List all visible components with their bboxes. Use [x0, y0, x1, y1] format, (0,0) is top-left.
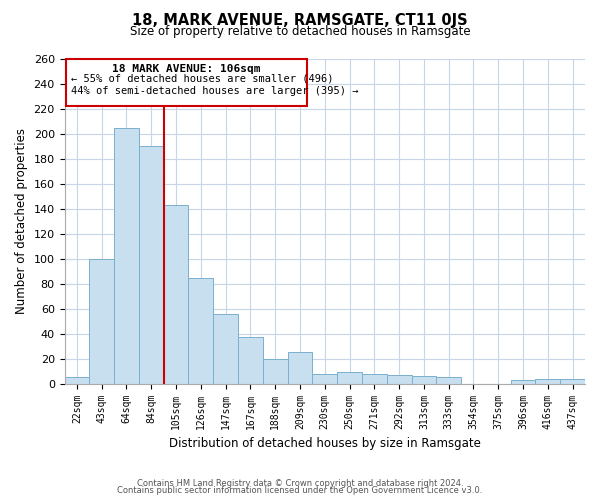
Bar — [362, 374, 387, 384]
Text: 18, MARK AVENUE, RAMSGATE, CT11 0JS: 18, MARK AVENUE, RAMSGATE, CT11 0JS — [132, 12, 468, 28]
Bar — [263, 358, 287, 384]
Bar — [164, 205, 188, 384]
Bar — [387, 375, 412, 384]
Bar — [213, 314, 238, 384]
Bar — [287, 352, 313, 384]
Bar — [65, 378, 89, 384]
Bar — [436, 378, 461, 384]
Text: 44% of semi-detached houses are larger (395) →: 44% of semi-detached houses are larger (… — [71, 86, 358, 97]
Text: Contains public sector information licensed under the Open Government Licence v3: Contains public sector information licen… — [118, 486, 482, 495]
Text: 18 MARK AVENUE: 106sqm: 18 MARK AVENUE: 106sqm — [112, 64, 261, 74]
Bar — [337, 372, 362, 384]
X-axis label: Distribution of detached houses by size in Ramsgate: Distribution of detached houses by size … — [169, 437, 481, 450]
Bar — [535, 378, 560, 384]
Bar — [66, 59, 307, 106]
Bar — [238, 338, 263, 384]
Text: Size of property relative to detached houses in Ramsgate: Size of property relative to detached ho… — [130, 25, 470, 38]
Y-axis label: Number of detached properties: Number of detached properties — [15, 128, 28, 314]
Bar — [560, 378, 585, 384]
Text: Contains HM Land Registry data © Crown copyright and database right 2024.: Contains HM Land Registry data © Crown c… — [137, 478, 463, 488]
Bar — [313, 374, 337, 384]
Bar — [89, 259, 114, 384]
Bar — [114, 128, 139, 384]
Text: ← 55% of detached houses are smaller (496): ← 55% of detached houses are smaller (49… — [71, 74, 333, 84]
Bar — [188, 278, 213, 384]
Bar — [511, 380, 535, 384]
Bar — [412, 376, 436, 384]
Bar — [139, 146, 164, 384]
